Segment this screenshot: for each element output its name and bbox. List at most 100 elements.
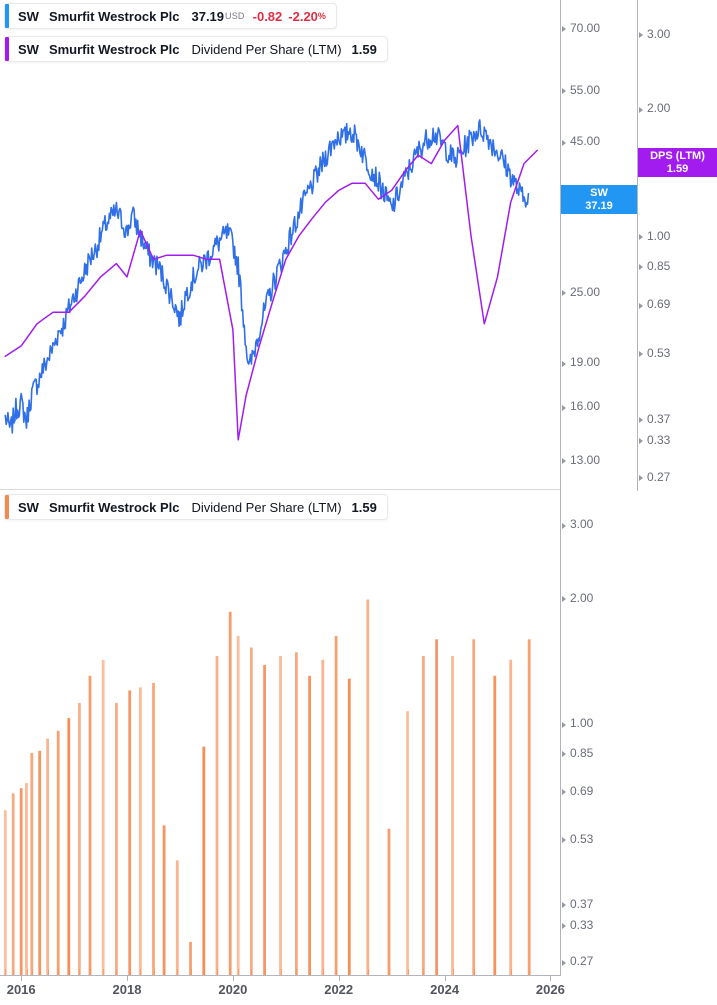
price-line-series	[4, 119, 530, 434]
x-axis-minor-tick	[140, 969, 142, 975]
dps-bar	[88, 675, 92, 975]
axis-tick-label: 0.53	[638, 345, 671, 360]
x-axis-minor-tick	[529, 969, 531, 975]
dps-bar	[279, 656, 282, 975]
dps-bar	[387, 828, 391, 975]
price-axis-line	[560, 0, 561, 491]
axis-tick-label: 25.00	[561, 284, 601, 299]
dps-value-badge[interactable]: DPS (LTM) 1.59	[638, 148, 717, 177]
dps-bar	[472, 639, 476, 975]
dps-bar	[509, 659, 513, 975]
price-value-badge[interactable]: SW 37.19	[561, 185, 637, 214]
legend-metric-label: Dividend Per Share (LTM)	[191, 499, 342, 515]
x-axis-minor-tick	[68, 969, 70, 975]
x-axis-minor-tick	[177, 969, 179, 975]
dps-plot-area[interactable]	[0, 491, 561, 975]
x-axis-major-tick	[21, 975, 23, 981]
legend-price-dps[interactable]: SW Smurfit Westrock Plc Dividend Per Sha…	[4, 36, 388, 62]
axis-tick-label: 45.00	[561, 134, 601, 149]
dps-panel: SW Smurfit Westrock Plc Dividend Per Sha…	[0, 491, 717, 1005]
dps-bar	[101, 659, 105, 975]
x-axis-minor-tick	[251, 969, 253, 975]
x-axis-minor-tick	[79, 969, 81, 975]
x-axis-minor-tick	[190, 969, 192, 975]
legend-metric-value: 1.59	[351, 41, 377, 57]
legend-price-quote[interactable]: SW Smurfit Westrock Plc 37.19 USD -0.82 …	[4, 3, 337, 29]
dps-bar	[78, 702, 81, 975]
x-axis-major-tick	[550, 975, 552, 981]
x-axis-major-tick	[338, 975, 340, 981]
axis-tick-label: 0.37	[638, 411, 671, 426]
dps-bar	[38, 750, 42, 975]
x-axis-minor-tick	[58, 969, 60, 975]
x-axis-major-tick	[444, 975, 446, 981]
axis-tick-label: 3.00	[561, 517, 594, 532]
dps-bar	[250, 647, 253, 975]
badge-value: 37.19	[585, 199, 613, 212]
dps-bar	[451, 656, 454, 975]
x-axis-minor-tick	[230, 969, 232, 975]
axis-tick-label: 0.33	[561, 917, 594, 932]
axis-tick-label: 0.27	[638, 469, 671, 484]
dps-bar	[422, 656, 425, 975]
dps-bar	[175, 860, 179, 975]
x-axis-tick-label: 2022	[324, 982, 354, 997]
dps-bar	[128, 690, 132, 975]
badge-label: SW	[590, 186, 608, 199]
dps-bar-series	[3, 599, 531, 975]
dps-bar	[295, 652, 298, 975]
x-axis-minor-tick	[280, 969, 282, 975]
x-axis-minor-tick	[238, 969, 240, 975]
x-axis-tick-label: 2020	[218, 982, 248, 997]
x-axis-minor-tick	[389, 969, 390, 975]
dps-bar	[406, 711, 409, 975]
legend-metric-label: Dividend Per Share (LTM)	[191, 41, 342, 57]
dps-bar	[67, 718, 71, 975]
legend-change-abs: -0.82	[252, 8, 283, 24]
axis-tick-label: 55.00	[561, 82, 601, 97]
x-axis-minor-tick	[164, 969, 166, 975]
legend-change-pct: -2.20	[288, 8, 318, 24]
dps-bar	[189, 941, 192, 975]
legend-ticker: SW	[18, 8, 39, 24]
dps-bar	[228, 611, 232, 975]
x-axis-minor-tick	[153, 969, 155, 975]
x-axis-minor-tick	[47, 969, 49, 975]
x-axis-tick-label: 2024	[430, 982, 460, 997]
dps-bar	[202, 746, 206, 975]
axis-tick-label: 1.00	[561, 716, 594, 731]
x-axis-minor-tick	[309, 969, 311, 975]
legend-color-swatch	[5, 4, 9, 28]
axis-tick-label: 0.85	[638, 258, 671, 273]
x-axis-minor-tick	[494, 969, 496, 975]
legend-company-name: Smurfit Westrock Plc	[48, 41, 180, 57]
x-axis-minor-tick	[31, 969, 33, 975]
legend-currency: USD	[225, 11, 245, 21]
x-axis-major-tick	[127, 975, 128, 981]
legend-company-name: Smurfit Westrock Plc	[48, 8, 180, 24]
dps-axis-line	[637, 0, 638, 491]
x-axis-minor-tick	[203, 969, 205, 975]
legend-percent-sign: %	[317, 11, 326, 21]
x-axis-major-tick	[232, 975, 234, 981]
x-axis-minor-tick	[39, 969, 41, 975]
price-plot-area[interactable]	[0, 0, 561, 491]
dps-bar	[138, 687, 142, 975]
dps-bar	[334, 635, 338, 975]
axis-tick-label: 0.69	[638, 297, 671, 312]
x-axis-minor-tick	[103, 969, 105, 975]
legend-ticker: SW	[18, 499, 39, 515]
x-axis-tick-label: 2026	[535, 982, 565, 997]
x-axis-minor-tick	[473, 969, 475, 975]
dps-bar	[493, 675, 497, 975]
dps-line-series	[4, 124, 538, 441]
x-axis-minor-tick	[336, 969, 338, 975]
x-axis-tick-label: 2018	[112, 982, 142, 997]
dps-bar	[25, 783, 28, 975]
axis-tick-label: 13.00	[561, 452, 601, 467]
badge-value: 1.59	[666, 162, 689, 175]
axis-tick-label: 1.00	[638, 228, 671, 243]
legend-dps-panel[interactable]: SW Smurfit Westrock Plc Dividend Per Sha…	[4, 494, 388, 520]
dps-bar	[236, 635, 240, 975]
legend-color-swatch	[5, 495, 9, 519]
